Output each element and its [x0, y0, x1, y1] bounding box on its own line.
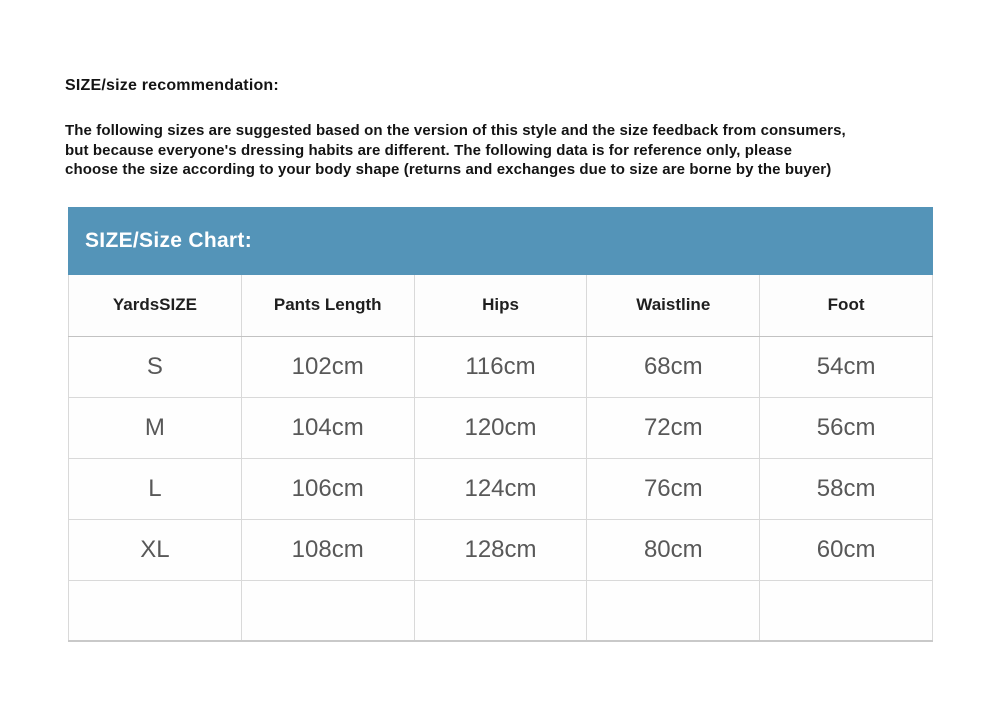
measurement-cell: 76cm — [586, 457, 761, 520]
measurement-cell: 80cm — [586, 518, 761, 581]
column-header-foot: Foot — [759, 275, 933, 337]
empty-row — [68, 579, 933, 642]
measurement-cell: 116cm — [413, 335, 588, 398]
measurement-cell: 128cm — [413, 518, 588, 581]
column-header-pants-length: Pants Length — [240, 275, 415, 337]
size-chart-title: SIZE/Size Chart: — [85, 229, 252, 252]
empty-cell — [759, 579, 933, 642]
measurement-cell: 56cm — [759, 396, 933, 459]
size-chart-table: YardsSIZE Pants Length Hips Waistline Fo… — [68, 275, 933, 642]
empty-cell — [68, 579, 242, 642]
table-row-m: M 104cm 120cm 72cm 56cm — [68, 396, 933, 459]
size-recommendation-heading: SIZE/size recommendation: — [65, 77, 279, 94]
column-header-yards-size: YardsSIZE — [68, 275, 242, 337]
measurement-cell: 58cm — [759, 457, 933, 520]
measurement-cell: 68cm — [586, 335, 761, 398]
table-row-l: L 106cm 124cm 76cm 58cm — [68, 457, 933, 520]
measurement-cell: 106cm — [240, 457, 415, 520]
empty-cell — [586, 579, 761, 642]
measurement-cell: 104cm — [240, 396, 415, 459]
size-label-cell: L — [68, 457, 242, 520]
column-header-waistline: Waistline — [586, 275, 761, 337]
measurement-cell: 120cm — [413, 396, 588, 459]
size-recommendation-text: The following sizes are suggested based … — [65, 122, 846, 178]
measurement-cell: 124cm — [413, 457, 588, 520]
empty-cell — [413, 579, 588, 642]
empty-cell — [240, 579, 415, 642]
size-label-cell: M — [68, 396, 242, 459]
table-row-xl: XL 108cm 128cm 80cm 60cm — [68, 518, 933, 581]
size-label-cell: S — [68, 335, 242, 398]
measurement-cell: 60cm — [759, 518, 933, 581]
header-row: YardsSIZE Pants Length Hips Waistline Fo… — [68, 275, 933, 337]
measurement-cell: 102cm — [240, 335, 415, 398]
size-chart-title-bar: SIZE/Size Chart: — [68, 207, 933, 275]
size-label-cell: XL — [68, 518, 242, 581]
measurement-cell: 72cm — [586, 396, 761, 459]
measurement-cell: 54cm — [759, 335, 933, 398]
measurement-cell: 108cm — [240, 518, 415, 581]
column-header-hips: Hips — [413, 275, 588, 337]
table-row-s: S 102cm 116cm 68cm 54cm — [68, 335, 933, 398]
